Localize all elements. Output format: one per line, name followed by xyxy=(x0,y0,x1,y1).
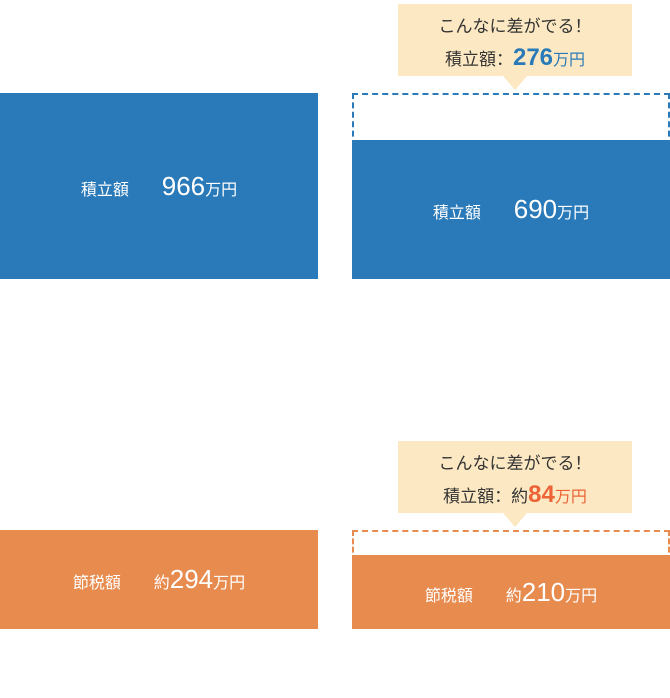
top-right-ghost xyxy=(352,93,670,146)
bottom-callout: こんなに差がでる！ 積立額：約84万円 xyxy=(398,441,632,513)
bottom-left-bar-prefix: 約 xyxy=(154,575,170,592)
bottom-callout-line2: 積立額：約84万円 xyxy=(410,477,620,513)
bottom-right-bar: 節税額 約210万円 xyxy=(352,555,670,629)
bottom-right-bar-prefix: 約 xyxy=(506,588,522,605)
bottom-left-bar-label: 節税額 xyxy=(73,575,121,592)
top-callout: こんなに差がでる！ 積立額：276万円 xyxy=(398,4,632,76)
bottom-right-bar-label: 節税額 xyxy=(425,588,473,605)
top-callout-line1: こんなに差がでる！ xyxy=(410,14,620,40)
bottom-left-bar-value-unit: 万円 xyxy=(213,575,245,592)
top-callout-arrow xyxy=(503,76,527,90)
top-callout-diff-unit: 万円 xyxy=(553,52,585,69)
top-right-bar: 積立額 690万円 xyxy=(352,140,670,279)
comparison-infographic: 積立額 966万円 積立額 690万円 こんなに差がでる！ 積立額：276万円 … xyxy=(0,0,670,698)
bottom-callout-line1: こんなに差がでる！ xyxy=(410,451,620,477)
bottom-callout-arrow xyxy=(503,513,527,527)
top-left-bar-value-unit: 万円 xyxy=(205,182,237,199)
top-right-bar-value-unit: 万円 xyxy=(557,205,589,222)
bottom-left-bar: 節税額 約294万円 xyxy=(0,530,318,629)
top-left-bar-label: 積立額 xyxy=(81,182,129,199)
bottom-callout-prefix: 積立額：約 xyxy=(443,487,528,506)
top-callout-diff-num: 276 xyxy=(513,44,553,71)
bottom-left-bar-value-num: 294 xyxy=(170,564,213,594)
top-callout-line2: 積立額：276万円 xyxy=(410,40,620,76)
top-left-bar: 積立額 966万円 xyxy=(0,93,318,279)
bottom-right-bar-value-num: 210 xyxy=(522,577,565,607)
top-left-bar-value-num: 966 xyxy=(162,171,205,201)
bottom-callout-diff-unit: 万円 xyxy=(555,489,587,506)
bottom-right-bar-value-unit: 万円 xyxy=(565,588,597,605)
top-right-bar-label: 積立額 xyxy=(433,205,481,222)
top-right-bar-value-num: 690 xyxy=(514,194,557,224)
top-callout-prefix: 積立額： xyxy=(445,50,513,69)
bottom-callout-diff-num: 84 xyxy=(528,481,555,508)
